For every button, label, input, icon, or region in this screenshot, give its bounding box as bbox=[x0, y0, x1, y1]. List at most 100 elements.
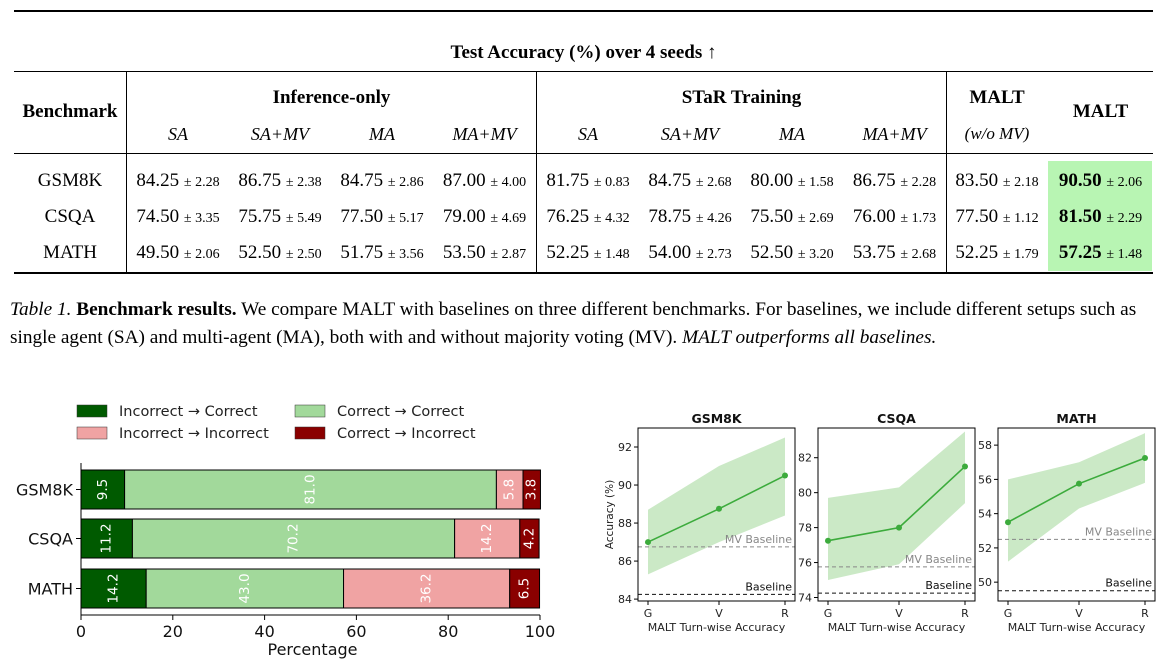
malt-value: 81.50 bbox=[1058, 206, 1102, 227]
bar-value-label: 81.0 bbox=[303, 474, 319, 504]
y-tick-label: 82 bbox=[798, 452, 812, 465]
malt-stddev: ± 2.29 bbox=[1106, 211, 1143, 226]
cell-value: 52.25 bbox=[955, 242, 999, 263]
malt-header: MALT bbox=[1072, 101, 1129, 122]
col-header: MA bbox=[369, 124, 395, 144]
malt-highlight bbox=[1048, 161, 1152, 271]
table-cell: 54.00 ± 2.73 bbox=[639, 242, 741, 264]
y-tick-label: 90 bbox=[618, 479, 632, 492]
legend-label: Correct → Correct bbox=[337, 404, 465, 420]
group-header-star: STaR Training bbox=[681, 87, 802, 108]
bar-segment bbox=[522, 469, 541, 510]
table-cell: 53.50 ± 2.87 bbox=[433, 242, 536, 264]
cell-stddev: ± 3.35 bbox=[183, 211, 220, 226]
cell-value: 83.50 bbox=[955, 170, 999, 191]
table-cell: 78.75 ± 4.26 bbox=[639, 206, 741, 228]
cell-stddev: ± 4.26 bbox=[695, 211, 732, 226]
col-header: MA+MV bbox=[862, 124, 927, 144]
col-header: MA+MV bbox=[452, 124, 517, 144]
cell-value: 51.75 bbox=[340, 242, 384, 263]
table-caption: Table 1. Benchmark results. We compare M… bbox=[10, 296, 1160, 352]
legend-swatch bbox=[294, 426, 326, 440]
cell-value: 80.00 bbox=[750, 170, 794, 191]
malt-wo-header: MALT bbox=[969, 87, 1025, 108]
malt-stddev: ± 1.48 bbox=[1106, 247, 1143, 262]
y-tick-label: 74 bbox=[798, 592, 812, 605]
y-tick-label: 58 bbox=[978, 439, 992, 452]
baseline-label: Baseline bbox=[925, 579, 972, 592]
table-cell: 52.50 ± 3.20 bbox=[741, 242, 843, 264]
y-tick-label: 80 bbox=[798, 487, 812, 500]
table-cell: 75.50 ± 2.69 bbox=[741, 206, 843, 228]
table-cell: 52.25 ± 1.79 bbox=[947, 242, 1047, 264]
y-tick-label: 88 bbox=[618, 517, 632, 530]
x-tick-label: V bbox=[895, 607, 903, 620]
table-cell: 52.25 ± 1.48 bbox=[537, 242, 639, 264]
table-cell: 76.25 ± 4.32 bbox=[537, 206, 639, 228]
x-tick-label: R bbox=[1141, 607, 1149, 620]
malt-stddev: ± 2.06 bbox=[1106, 175, 1143, 190]
panel-title: MATH bbox=[1056, 411, 1096, 426]
confidence-band bbox=[1008, 433, 1145, 562]
bar-value-label: 5.8 bbox=[502, 479, 518, 500]
cell-stddev: ± 4.00 bbox=[490, 175, 527, 190]
bar-segment bbox=[343, 568, 511, 609]
bar-segment bbox=[454, 518, 521, 559]
accuracy-point bbox=[782, 472, 788, 479]
cell-value: 84.75 bbox=[340, 170, 384, 191]
cell-stddev: ± 5.49 bbox=[285, 211, 322, 226]
caption-conclusion: MALT outperforms all baselines. bbox=[682, 327, 937, 348]
mid-rule bbox=[14, 153, 1153, 154]
table-cell: 77.50 ± 5.17 bbox=[331, 206, 433, 228]
cell-value: 53.50 bbox=[442, 242, 486, 263]
x-axis-label: Percentage bbox=[267, 640, 357, 659]
table-cell: 74.50 ± 3.35 bbox=[127, 206, 229, 228]
table-cell: 87.00 ± 4.00 bbox=[433, 170, 536, 192]
cell-stddev: ± 3.56 bbox=[387, 247, 424, 262]
x-tick-label: 40 bbox=[254, 622, 274, 641]
top-rule bbox=[14, 10, 1153, 12]
table-cell: 80.00 ± 1.58 bbox=[741, 170, 843, 192]
cell-stddev: ± 2.86 bbox=[387, 175, 424, 190]
accuracy-point bbox=[896, 524, 902, 531]
table-cell: 84.75 ± 2.86 bbox=[331, 170, 433, 192]
x-tick-label: 60 bbox=[346, 622, 366, 641]
group-header-inference: Inference-only bbox=[272, 87, 391, 108]
x-tick-label: V bbox=[1075, 607, 1083, 620]
bar-segment bbox=[519, 518, 540, 559]
malt-value: 57.25 bbox=[1058, 242, 1102, 263]
accuracy-point bbox=[1005, 519, 1011, 526]
mv-baseline-label: MV Baseline bbox=[905, 553, 972, 566]
table-cell: 75.75 ± 5.49 bbox=[229, 206, 331, 228]
malt-cell: 81.50 ± 2.29 bbox=[1048, 206, 1153, 228]
x-tick-label: G bbox=[644, 607, 653, 620]
panel-title: CSQA bbox=[877, 411, 916, 426]
cell-stddev: ± 5.17 bbox=[387, 211, 424, 226]
bar-segment bbox=[124, 469, 497, 510]
category-label: CSQA bbox=[28, 530, 73, 549]
panel-frame bbox=[637, 427, 796, 602]
cell-value: 87.00 bbox=[442, 170, 486, 191]
bar-segment bbox=[131, 518, 456, 559]
accuracy-point bbox=[962, 463, 968, 470]
cell-value: 54.00 bbox=[648, 242, 692, 263]
cell-value: 78.75 bbox=[648, 206, 692, 227]
cell-stddev: ± 4.32 bbox=[593, 211, 630, 226]
legend-label: Correct → Incorrect bbox=[337, 426, 476, 442]
cell-stddev: ± 1.73 bbox=[900, 211, 937, 226]
x-tick-label: G bbox=[1004, 607, 1013, 620]
cell-stddev: ± 2.18 bbox=[1002, 175, 1039, 190]
x-tick-label: 20 bbox=[163, 622, 183, 641]
bar-value-label: 3.8 bbox=[524, 479, 540, 500]
bar-value-label: 43.0 bbox=[237, 573, 253, 603]
table-cell: 53.75 ± 2.68 bbox=[843, 242, 946, 264]
bar-value-label: 36.2 bbox=[419, 573, 435, 603]
cell-stddev: ± 2.38 bbox=[285, 175, 322, 190]
malt-cell: 57.25 ± 1.48 bbox=[1048, 242, 1153, 264]
cell-value: 84.25 bbox=[136, 170, 180, 191]
cell-stddev: ± 2.87 bbox=[490, 247, 527, 262]
x-tick-label: R bbox=[961, 607, 969, 620]
cell-stddev: ± 2.69 bbox=[797, 211, 834, 226]
y-tick-label: 54 bbox=[978, 508, 992, 521]
panel-frame bbox=[817, 427, 976, 602]
